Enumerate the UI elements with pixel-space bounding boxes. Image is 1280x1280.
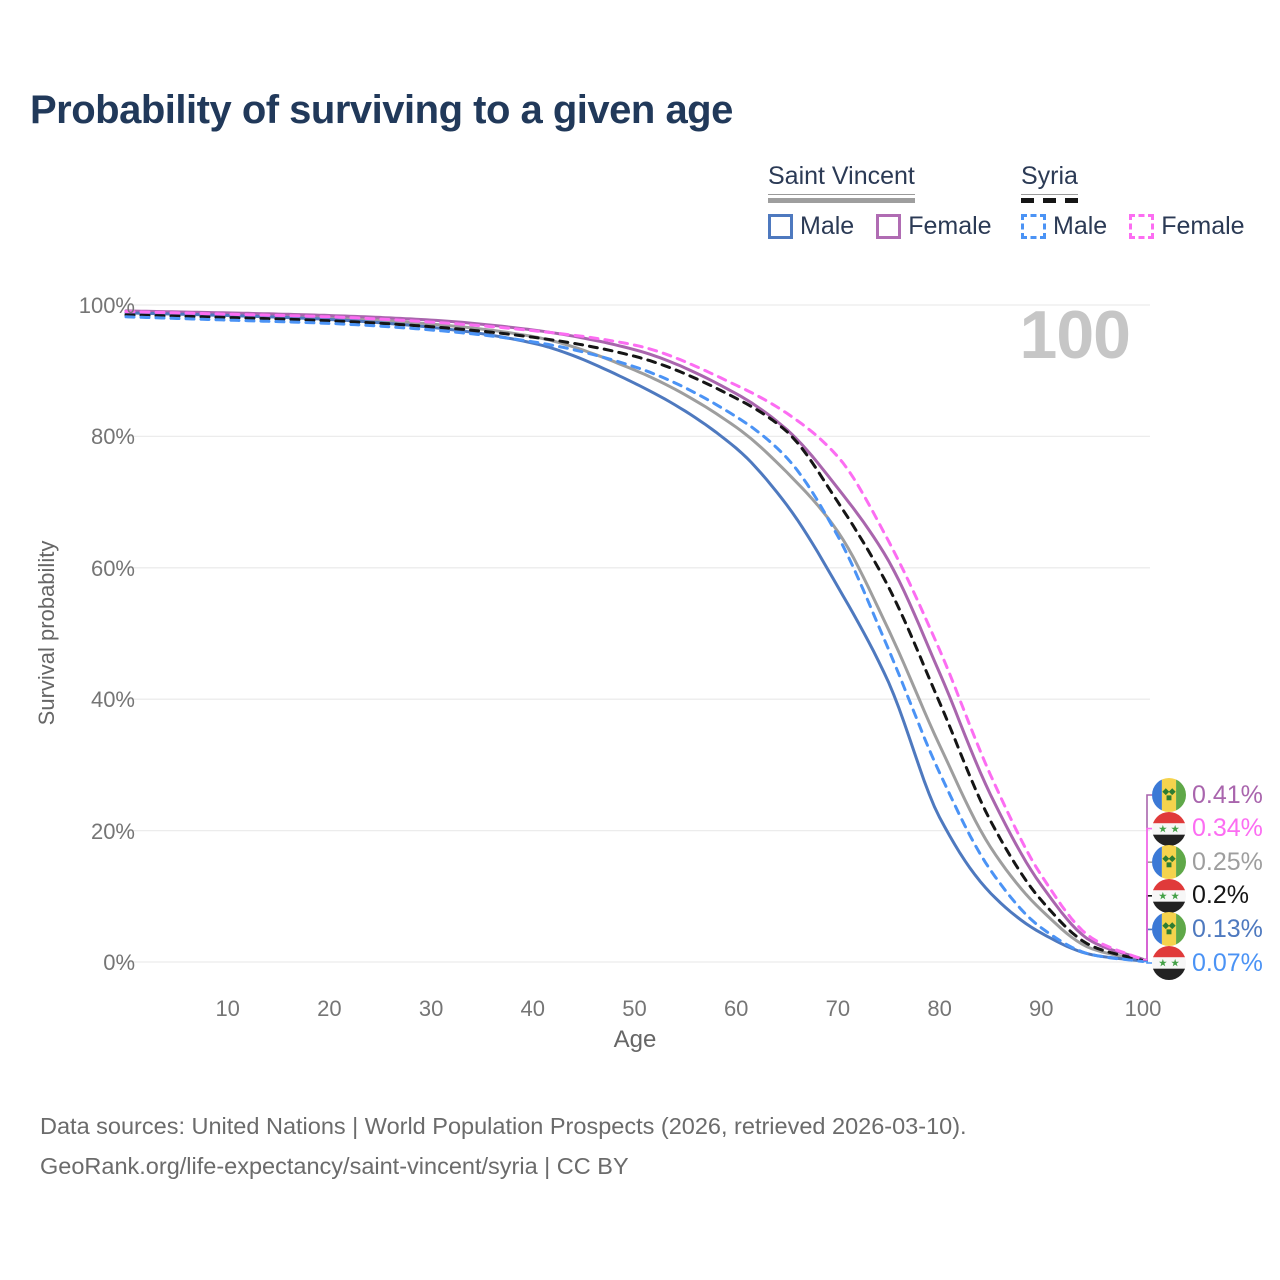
saint-vincent-all-line-swatch [768, 198, 915, 203]
syria-male-swatch-icon [1021, 214, 1046, 239]
legend-item-label: Male [800, 212, 855, 240]
series-line-syria-male[interactable] [124, 315, 1145, 963]
page-title: Probability of surviving to a given age [30, 88, 733, 132]
legend-item-saint-vincent-male[interactable]: Male [768, 212, 854, 241]
end-label-syria-all: 0.2% [1152, 878, 1249, 913]
series-line-saint-vincent-female[interactable] [124, 309, 1145, 961]
series-line-saint-vincent-male[interactable] [124, 311, 1145, 963]
end-label-connector [1143, 827, 1152, 961]
saint-vincent-female-swatch-icon [876, 214, 902, 239]
y-tick-label: 100% [78, 293, 135, 318]
end-label-value: 0.07% [1192, 948, 1263, 977]
y-tick-label: 60% [90, 555, 135, 581]
end-label-saint-vincent-female: 0.41% [1152, 778, 1263, 812]
y-tick-label: 0% [103, 950, 135, 975]
x-tick-label: 50 [622, 996, 647, 1021]
saint-vincent-flag-icon [1152, 845, 1186, 880]
legend-item-syria-female[interactable]: Female [1129, 212, 1245, 241]
series-line-saint-vincent-all[interactable] [124, 310, 1145, 962]
x-tick-label: 40 [520, 996, 546, 1021]
end-label-value: 0.13% [1192, 914, 1263, 943]
end-label-value: 0.34% [1192, 814, 1263, 843]
x-axis-title: Age [613, 1026, 657, 1053]
legend-item-label: Male [1053, 212, 1108, 240]
x-tick-label: 70 [825, 996, 851, 1021]
syria-flag-icon [1152, 946, 1186, 980]
legend-item-label: Female [1161, 212, 1245, 240]
syria-flag-icon [1152, 811, 1186, 846]
legend: Saint Vincent Male Female Syria [0, 162, 1280, 242]
syria-flag-icon [1152, 878, 1186, 913]
saint-vincent-flag-icon [1152, 778, 1186, 812]
end-label-value: 0.41% [1192, 780, 1263, 809]
x-tick-label: 30 [418, 996, 444, 1021]
series-line-syria-female[interactable] [124, 310, 1145, 962]
saint-vincent-male-swatch-icon [768, 214, 793, 239]
series-line-syria-all[interactable] [124, 313, 1145, 963]
syria-female-swatch-icon [1129, 214, 1155, 239]
footer: Data sources: United Nations | World Pop… [40, 1106, 967, 1186]
x-tick-label: 90 [1029, 996, 1054, 1021]
end-label-syria-male: 0.07% [1152, 946, 1263, 980]
legend-item-label: Female [908, 212, 992, 240]
legend-item-saint-vincent-female[interactable]: Female [876, 212, 992, 241]
end-label-value: 0.25% [1192, 847, 1263, 876]
end-label-saint-vincent-male: 0.13% [1152, 912, 1263, 947]
x-tick-label: 60 [723, 996, 749, 1021]
end-label-syria-female: 0.34% [1152, 811, 1263, 846]
attribution-line: GeoRank.org/life-expectancy/saint-vincen… [40, 1153, 629, 1179]
saint-vincent-flag-icon [1152, 912, 1186, 947]
data-sources-line: Data sources: United Nations | World Pop… [40, 1113, 967, 1139]
y-tick-label: 40% [90, 687, 135, 713]
x-tick-label: 20 [317, 996, 342, 1021]
hovered-age-value: 100 [1019, 297, 1131, 373]
y-tick-label: 80% [90, 424, 135, 450]
y-tick-label: 20% [90, 818, 135, 844]
end-label-saint-vincent-all: 0.25% [1152, 845, 1263, 880]
legend-group-syria: Syria Male Female [1021, 162, 1245, 241]
x-tick-label: 80 [927, 996, 952, 1021]
legend-group-saint-vincent: Saint Vincent Male Female [768, 162, 992, 241]
legend-group-title-saint-vincent[interactable]: Saint Vincent [768, 162, 915, 195]
syria-all-line-swatch [1021, 198, 1078, 203]
legend-item-syria-male[interactable]: Male [1021, 212, 1107, 241]
end-label-value: 0.2% [1192, 881, 1249, 910]
x-tick-label: 100 [1124, 996, 1162, 1021]
legend-group-title-syria[interactable]: Syria [1021, 162, 1078, 195]
end-label-connector [1143, 960, 1152, 964]
x-tick-label: 10 [215, 996, 240, 1021]
